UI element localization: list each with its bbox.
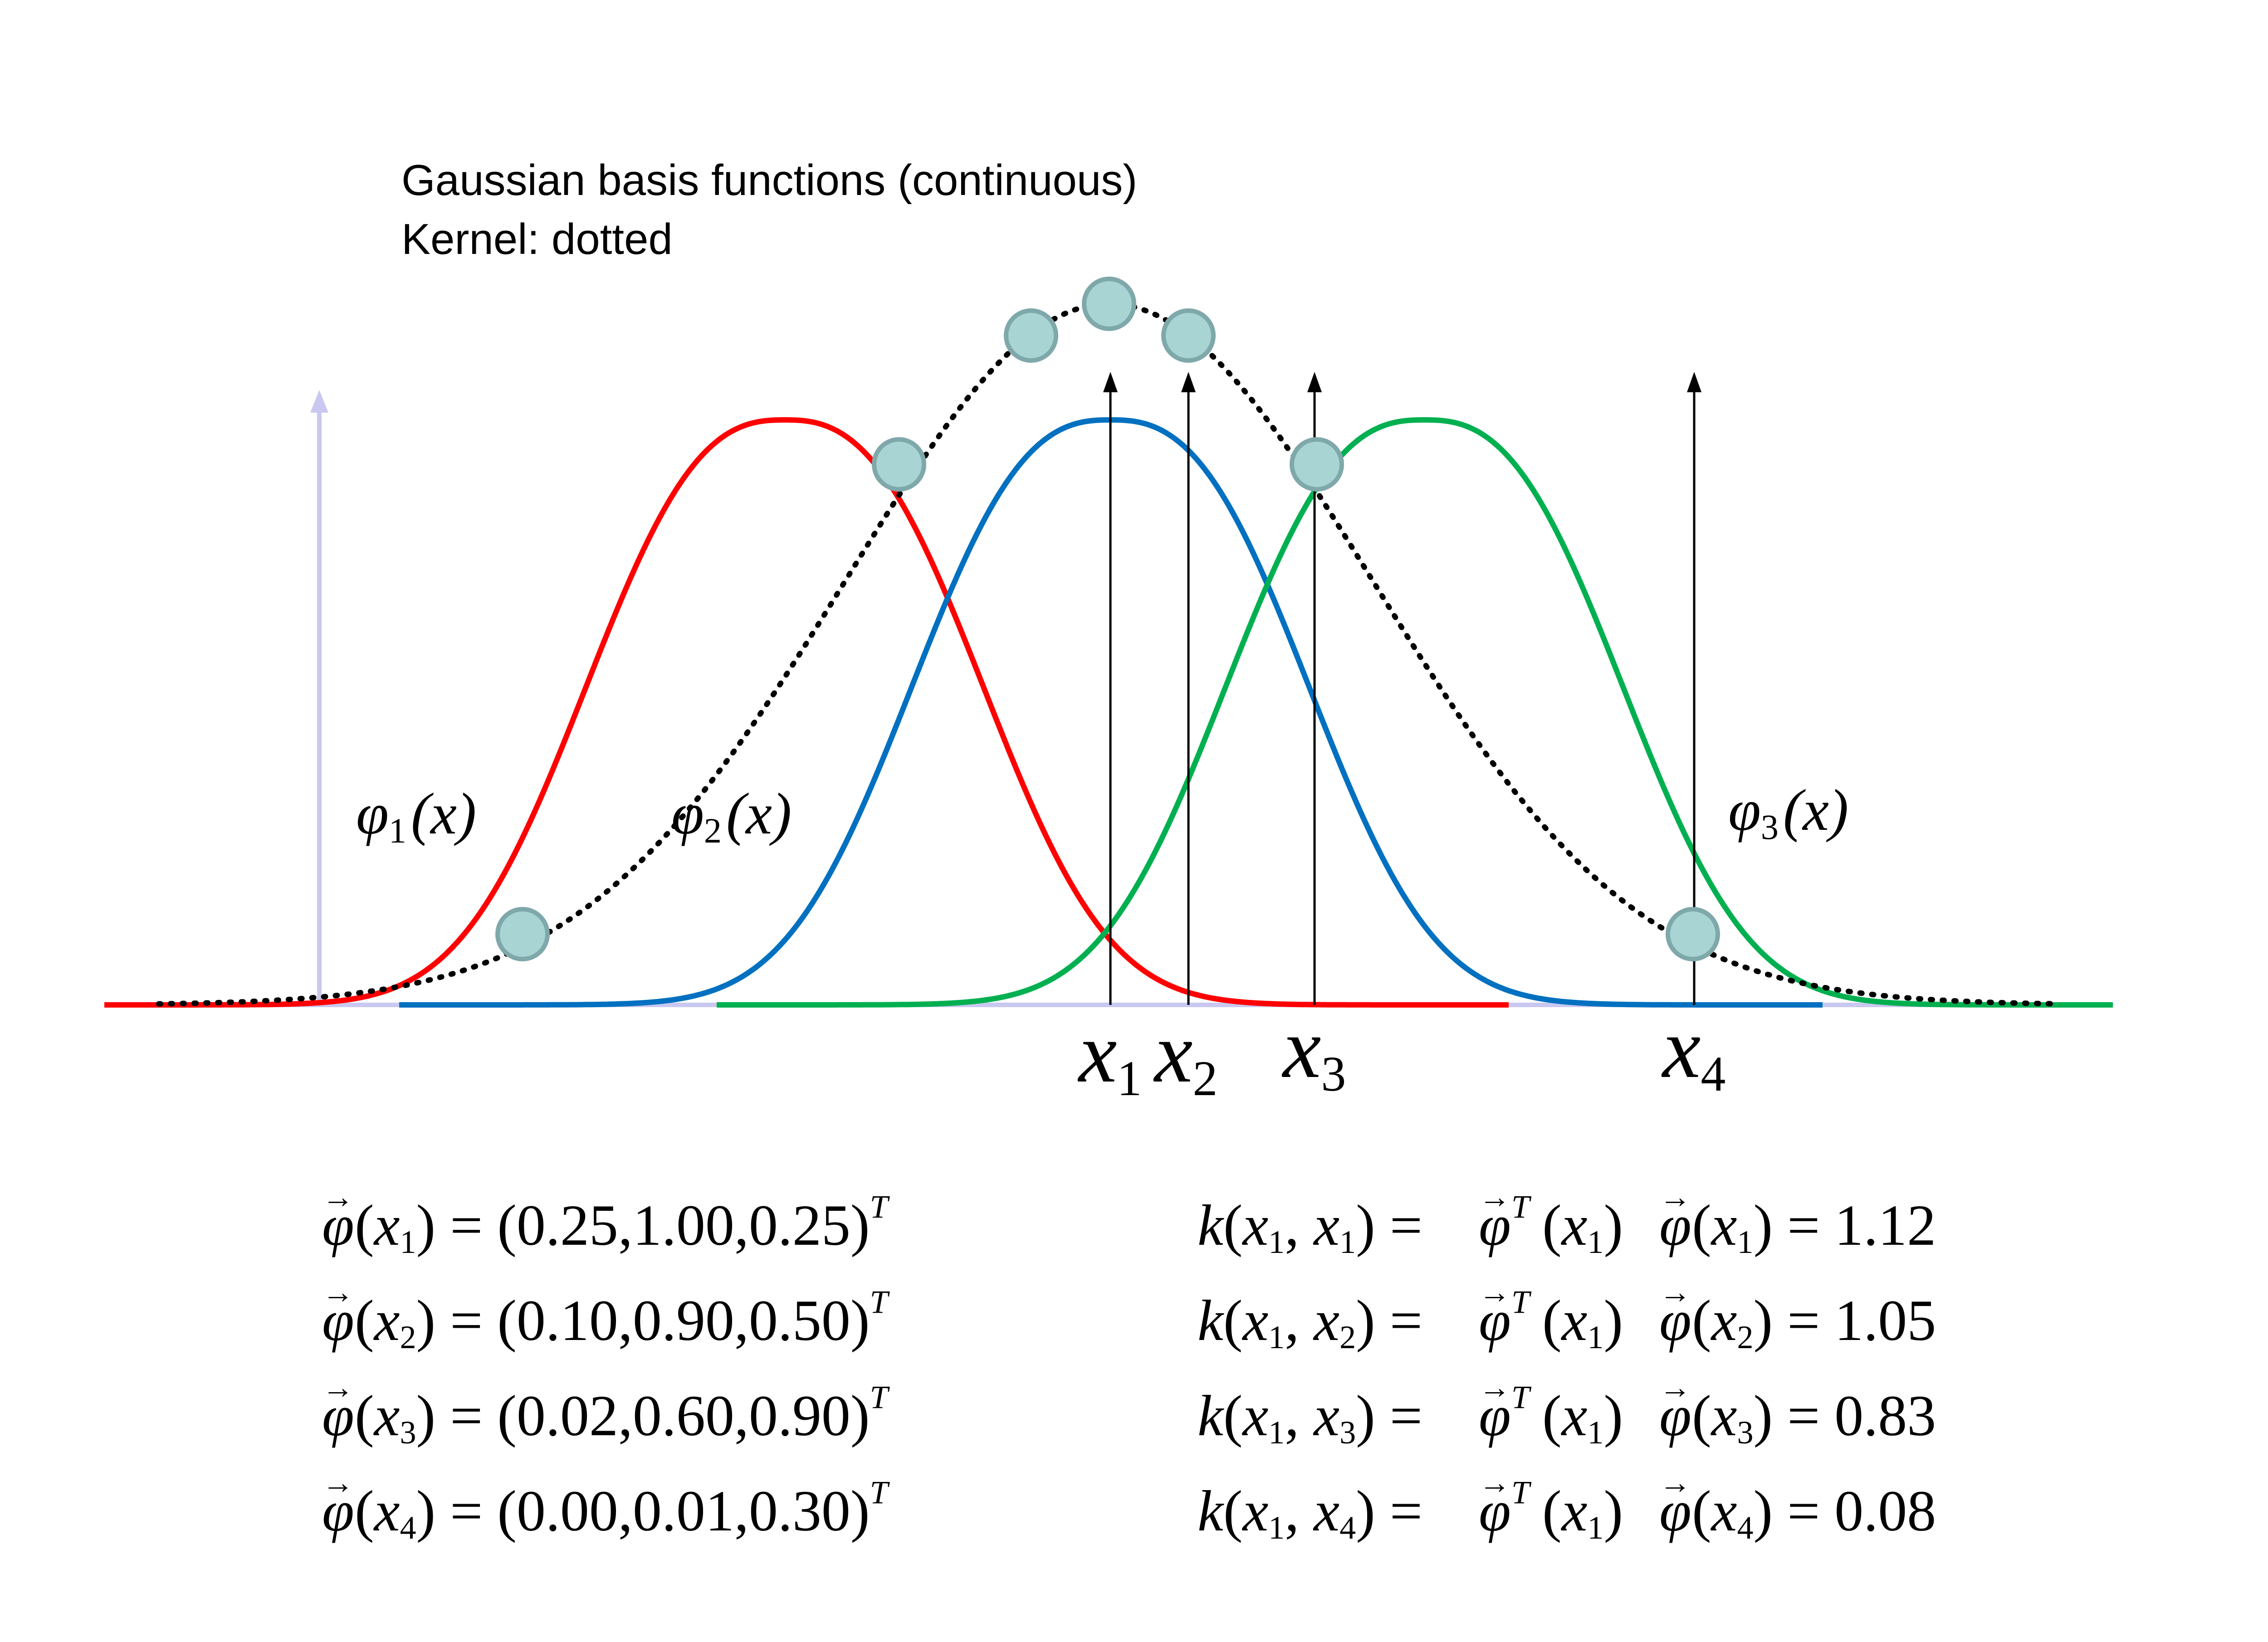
- kernel-eq-3: k(x1, x3) = φ → T (x1) φ → (x3) = 0.83: [1198, 1370, 1936, 1451]
- svg-text:φ: φ: [1659, 1288, 1691, 1353]
- label-x1: x1: [1077, 1005, 1142, 1106]
- svg-text:T: T: [1511, 1474, 1532, 1510]
- svg-text:→: →: [1479, 1180, 1510, 1215]
- label-phi1: φ1(x): [356, 781, 476, 850]
- svg-text:φ: φ: [1479, 1479, 1511, 1543]
- svg-text:→: →: [322, 1275, 354, 1310]
- svg-text:(x1): (x1): [1542, 1193, 1623, 1260]
- svg-text:→: →: [322, 1370, 354, 1405]
- kernel-eq-4: k(x1, x4) = φ → T (x1) φ → (x4) = 0.08: [1198, 1466, 1936, 1546]
- marker: [1161, 308, 1216, 363]
- label-x4: x4: [1661, 1001, 1725, 1101]
- svg-text:T: T: [1511, 1284, 1532, 1320]
- marker: [1082, 277, 1136, 331]
- svg-text:T: T: [1511, 1189, 1532, 1225]
- svg-text:→: →: [1659, 1466, 1691, 1501]
- arrow-x1-head: [1103, 372, 1118, 392]
- feature-vector-equations: φ → (x1) = (0.25,1.00,0.25)T φ → (x2) = …: [322, 1180, 890, 1546]
- svg-text:k(x1, x2) =: k(x1, x2) =: [1198, 1288, 1422, 1355]
- svg-text:(x3) = (0.02,0.60,0.90)T: (x3) = (0.02,0.60,0.90)T: [355, 1379, 890, 1451]
- feature-eq-3: φ → (x3) = (0.02,0.60,0.90)T: [322, 1370, 890, 1451]
- svg-text:(x1): (x1): [1542, 1384, 1623, 1451]
- svg-text:φ: φ: [1479, 1384, 1511, 1448]
- svg-text:→: →: [322, 1180, 354, 1215]
- kernel-value-equations: k(x1, x1) = φ → T (x1) φ → (x1) = 1.12 k…: [1198, 1180, 1936, 1546]
- marker: [872, 437, 926, 492]
- svg-text:k(x1, x4) =: k(x1, x4) =: [1198, 1479, 1422, 1546]
- label-x3: x3: [1281, 1001, 1346, 1101]
- label-x2: x2: [1153, 1005, 1217, 1106]
- svg-text:(x1) = (0.25,1.00,0.25)T: (x1) = (0.25,1.00,0.25)T: [355, 1189, 890, 1260]
- marker: [1290, 437, 1344, 492]
- curve-kernel-dotted: [156, 301, 2061, 1007]
- title-line-1: Gaussian basis functions (continuous): [401, 156, 1137, 205]
- svg-text:φ: φ: [322, 1384, 354, 1448]
- svg-text:→: →: [1479, 1466, 1510, 1501]
- svg-text:φ: φ: [322, 1479, 354, 1543]
- feature-eq-4: φ → (x4) = (0.00,0.01,0.30)T: [322, 1466, 890, 1546]
- svg-text:φ: φ: [322, 1288, 354, 1353]
- svg-text:(x1): (x1): [1542, 1288, 1623, 1355]
- arrow-x2-head: [1181, 372, 1196, 392]
- arrow-x3-head: [1307, 372, 1322, 392]
- svg-text:φ: φ: [1659, 1479, 1691, 1543]
- svg-text:→: →: [1479, 1370, 1510, 1405]
- curve-phi3: [717, 417, 2113, 1008]
- svg-text:φ: φ: [1659, 1384, 1691, 1448]
- curves: [104, 301, 2113, 1008]
- svg-text:→: →: [322, 1466, 354, 1501]
- svg-text:(x4) = (0.00,0.01,0.30)T: (x4) = (0.00,0.01,0.30)T: [355, 1474, 890, 1546]
- svg-text:→: →: [1659, 1370, 1691, 1405]
- marker: [1004, 308, 1058, 363]
- svg-text:→: →: [1659, 1180, 1691, 1215]
- title-line-2: Kernel: dotted: [401, 215, 673, 263]
- svg-text:→: →: [1659, 1275, 1691, 1310]
- svg-text:→: →: [1479, 1275, 1510, 1310]
- svg-text:(x2) = 1.05: (x2) = 1.05: [1692, 1288, 1936, 1355]
- svg-text:(x1) = 1.12: (x1) = 1.12: [1692, 1193, 1936, 1260]
- svg-text:φ: φ: [1659, 1193, 1691, 1257]
- kernel-eq-2: k(x1, x2) = φ → T (x1) φ → (x2) = 1.05: [1198, 1275, 1936, 1355]
- svg-text:k(x1, x1) =: k(x1, x1) =: [1198, 1193, 1422, 1260]
- kernel-markers: [495, 277, 1720, 961]
- svg-text:φ: φ: [1479, 1288, 1511, 1353]
- svg-text:(x2) = (0.10,0.90,0.50)T: (x2) = (0.10,0.90,0.50)T: [355, 1284, 890, 1355]
- feature-eq-1: φ → (x1) = (0.25,1.00,0.25)T: [322, 1180, 890, 1260]
- svg-text:(x1): (x1): [1542, 1479, 1623, 1546]
- svg-text:k(x1, x3) =: k(x1, x3) =: [1198, 1384, 1422, 1451]
- svg-text:φ: φ: [322, 1193, 354, 1257]
- svg-text:(x4) = 0.08: (x4) = 0.08: [1692, 1479, 1936, 1546]
- axes: [109, 390, 2105, 1007]
- arrow-x4-head: [1687, 372, 1701, 392]
- kernel-eq-1: k(x1, x1) = φ → T (x1) φ → (x1) = 1.12: [1198, 1180, 1936, 1260]
- svg-text:φ: φ: [1479, 1193, 1511, 1257]
- feature-eq-2: φ → (x2) = (0.10,0.90,0.50)T: [322, 1275, 890, 1355]
- label-phi3: φ3(x): [1728, 778, 1848, 847]
- label-phi2: φ2(x): [671, 781, 792, 850]
- curve-phi1: [104, 417, 1509, 1008]
- svg-text:(x3) = 0.83: (x3) = 0.83: [1692, 1384, 1936, 1451]
- marker: [495, 907, 550, 961]
- y-axis-arrowhead: [310, 390, 328, 413]
- svg-text:T: T: [1511, 1379, 1532, 1415]
- marker: [1666, 907, 1720, 961]
- point-arrows: [1103, 372, 1701, 1005]
